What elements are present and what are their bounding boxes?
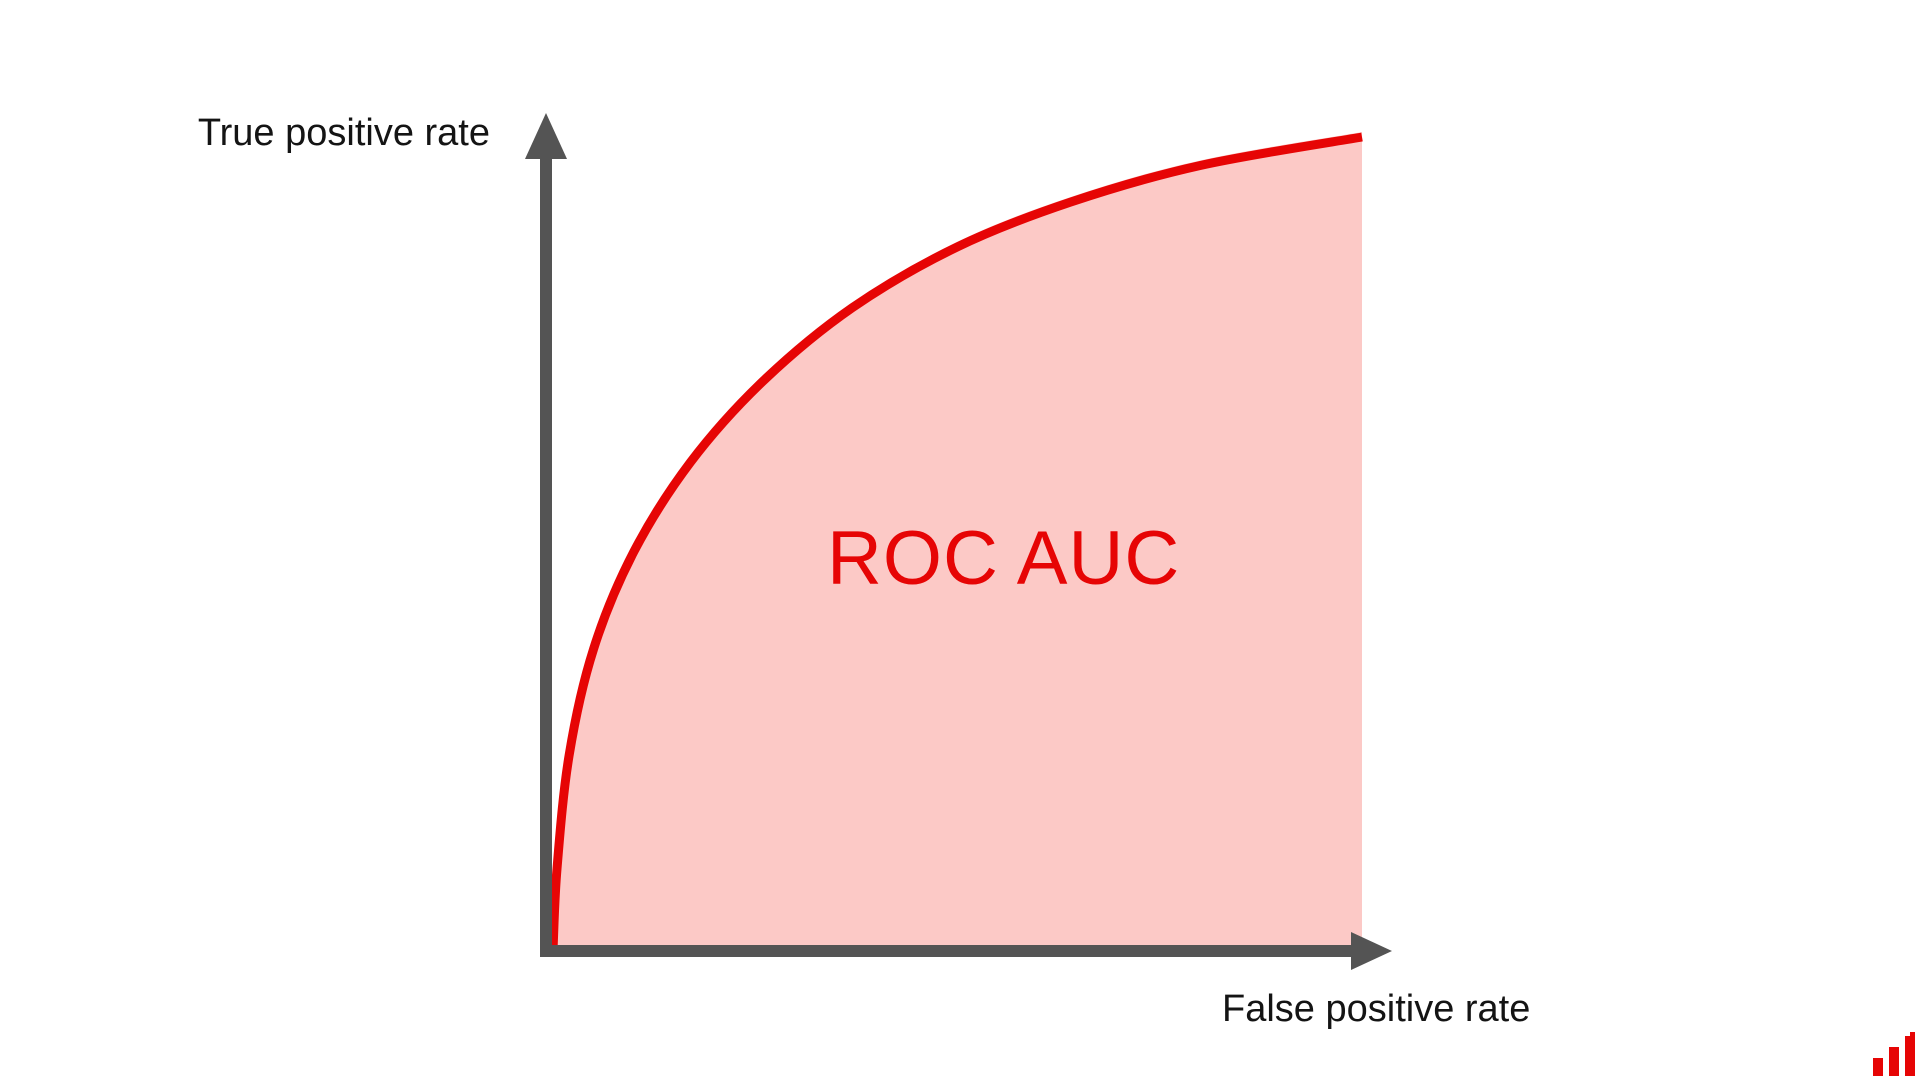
logo-bar-tall xyxy=(1905,1032,1915,1076)
logo-bar-small xyxy=(1873,1058,1883,1076)
roc-curve xyxy=(548,132,1363,951)
roc-area-fill xyxy=(553,132,1362,953)
bar-chart-logo-icon xyxy=(1873,1032,1915,1076)
y-axis-arrow-icon xyxy=(525,113,567,159)
roc-auc-annotation: ROC AUC xyxy=(827,516,1181,601)
x-axis-label: False positive rate xyxy=(1222,988,1531,1030)
x-axis-arrow-icon xyxy=(1351,932,1392,970)
logo-bar-medium xyxy=(1889,1047,1899,1076)
y-axis-label: True positive rate xyxy=(197,112,490,154)
